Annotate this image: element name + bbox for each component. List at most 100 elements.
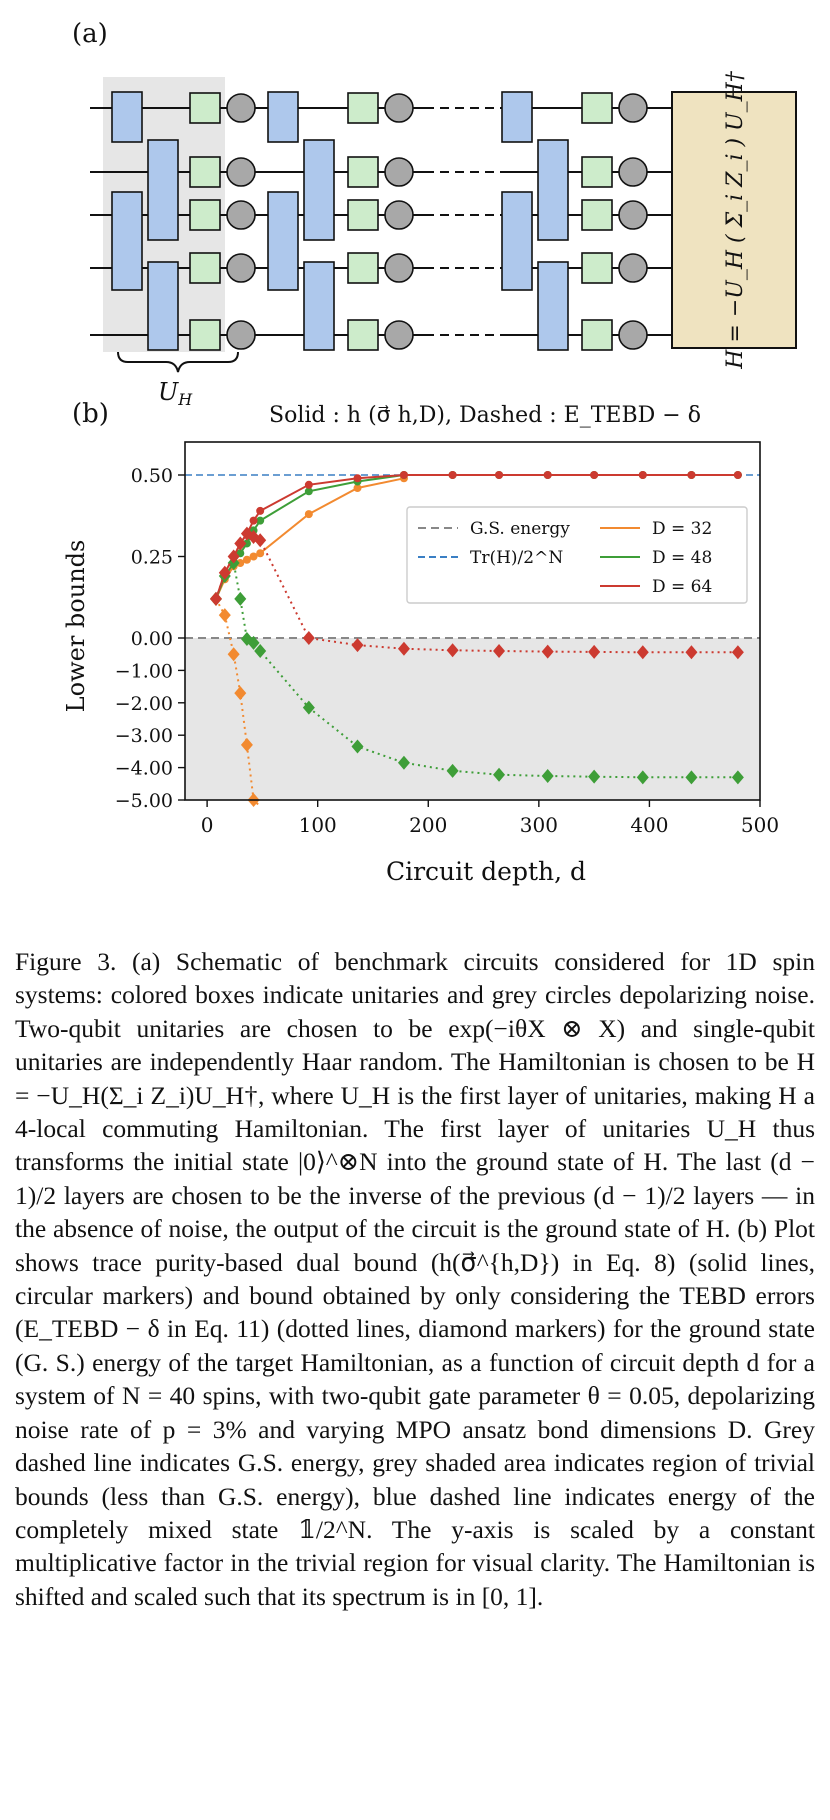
layer-last-single-qubit	[581, 199, 613, 231]
layer2-noise	[384, 320, 414, 350]
x-tick-label: 400	[630, 813, 668, 837]
x-tick-label: 300	[520, 813, 558, 837]
layer1-single-qubit	[189, 92, 221, 124]
layer2-single-qubit	[347, 319, 379, 351]
diamond-marker	[218, 565, 231, 580]
layer2-noise	[384, 253, 414, 283]
diamond-marker	[209, 591, 222, 606]
y-tick-label: 0.00	[131, 628, 173, 650]
uh-brace: UH	[117, 351, 239, 409]
diamond-marker	[218, 608, 231, 623]
legend-box	[406, 506, 748, 604]
y-tick-label: −1.00	[115, 660, 173, 682]
layer1-noise	[226, 157, 256, 187]
layer-last-unitary	[501, 91, 533, 143]
trivial-region-shade	[185, 638, 760, 800]
layer1-unitary	[147, 261, 179, 351]
layer-last-noise	[618, 93, 648, 123]
panel-b-label: (b)	[72, 399, 109, 429]
circle-marker	[353, 484, 362, 493]
y-tick-label: 0.25	[131, 547, 173, 569]
layer1-unitary	[147, 139, 179, 241]
y-tick-label: −2.00	[115, 693, 173, 715]
diamond-marker	[254, 533, 267, 548]
plot-frame	[184, 441, 761, 801]
layer2-unitary	[267, 191, 299, 291]
circle-marker	[353, 474, 362, 483]
layer2-noise	[384, 157, 414, 187]
layer1-noise	[226, 253, 256, 283]
diamond-marker	[234, 536, 247, 551]
layer1-single-qubit	[189, 199, 221, 231]
layer-last-noise	[618, 253, 648, 283]
diamond-marker	[302, 700, 315, 715]
layer1-single-qubit	[189, 156, 221, 188]
diamond-marker	[397, 755, 410, 770]
hamiltonian-label: H = −U_H ( Σ_i Z_i ) U_H†	[723, 70, 748, 370]
diamond-marker	[302, 631, 315, 645]
layer1-noise	[226, 320, 256, 350]
diamond-marker	[493, 643, 506, 658]
layer1-noise	[226, 200, 256, 230]
circle-marker	[495, 471, 504, 479]
layer2-noise	[384, 93, 414, 123]
x-tick-label: 200	[409, 813, 447, 837]
diamond-marker	[636, 645, 649, 660]
diamond-marker	[588, 644, 601, 659]
diamond-marker	[227, 647, 240, 662]
diamond-marker	[240, 737, 253, 752]
diamond-marker	[234, 686, 247, 701]
circle-marker	[687, 471, 696, 479]
diamond-marker	[227, 549, 240, 564]
layer2-single-qubit	[347, 92, 379, 124]
x-tick-label: 500	[741, 813, 779, 837]
diamond-marker	[247, 635, 260, 650]
circuit-schematic	[90, 77, 672, 352]
figure-3: (a) UH H = −U_H ( Σ_i Z_i ) U_H† (b) Sol…	[62, 19, 797, 886]
layer2-single-qubit	[347, 199, 379, 231]
circle-marker	[543, 471, 552, 479]
y-tick-label: 0.50	[131, 465, 173, 487]
layer1-single-qubit	[189, 319, 221, 351]
layer-last-noise	[618, 200, 648, 230]
diamond-marker	[351, 638, 364, 653]
layer-last-noise	[618, 157, 648, 187]
circle-marker	[242, 555, 251, 564]
diamond-marker	[493, 767, 506, 782]
diamond-marker	[446, 643, 459, 658]
circle-marker	[638, 471, 647, 479]
layer-last-unitary	[537, 261, 569, 351]
diamond-marker	[541, 644, 554, 659]
layer1-noise	[226, 93, 256, 123]
y-tick-label: −3.00	[115, 725, 173, 747]
diamond-marker	[446, 763, 459, 778]
layer-last-single-qubit	[581, 252, 613, 284]
layer2-unitary	[267, 91, 299, 143]
diamond-marker	[351, 739, 364, 754]
diamond-marker	[731, 645, 744, 660]
circle-marker	[242, 539, 251, 548]
circle-marker	[399, 471, 408, 479]
chart-title: Solid : h (σ⃗ h,D), Dashed : E_TEBD − δ	[269, 403, 701, 428]
circle-marker	[249, 516, 258, 525]
y-tick-label: −5.00	[115, 790, 173, 812]
y-axis-label: Lower bounds	[62, 540, 90, 713]
diamond-marker	[397, 641, 410, 656]
circle-marker	[256, 516, 265, 525]
diamond-marker	[685, 645, 698, 660]
layer-last-single-qubit	[581, 92, 613, 124]
circle-marker	[236, 559, 245, 568]
circle-marker	[590, 471, 599, 479]
layer2-single-qubit	[347, 252, 379, 284]
circle-marker	[256, 506, 265, 515]
y-tick-label: −4.00	[115, 758, 173, 780]
circle-marker	[249, 552, 258, 561]
legend-label: D = 64	[652, 577, 712, 597]
layer-last-noise	[618, 320, 648, 350]
circle-marker	[304, 480, 313, 489]
layer2-single-qubit	[347, 156, 379, 188]
dashed-series-line-4	[215, 560, 738, 779]
diamond-marker	[541, 769, 554, 784]
x-tick-label: 0	[201, 813, 214, 837]
panel-a-label: (a)	[72, 19, 108, 49]
